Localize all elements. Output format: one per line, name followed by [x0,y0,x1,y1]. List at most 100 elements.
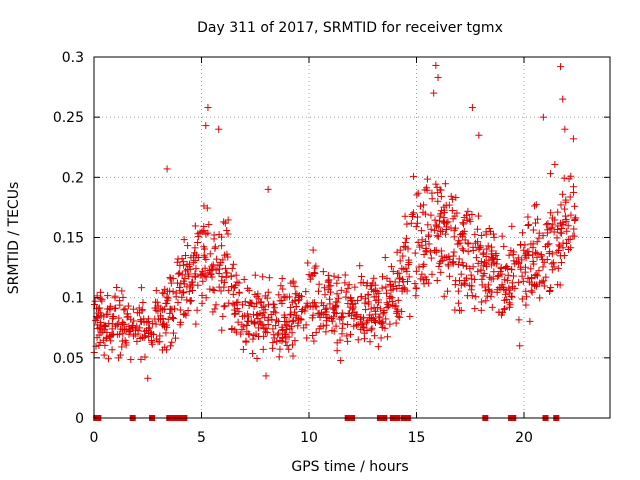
data-point [200,223,208,231]
data-point [187,297,195,305]
data-point [457,306,465,314]
data-point [519,277,527,285]
data-point [122,339,130,347]
data-point [382,315,390,323]
data-point [127,315,135,323]
data-point [326,300,334,308]
data-point [381,324,389,332]
data-point [277,282,285,290]
y-tick-label: 0.05 [53,351,84,367]
data-point [330,327,338,335]
data-point [336,336,344,344]
data-point [521,241,529,249]
data-point [357,293,365,301]
data-point [312,328,320,336]
data-point [493,255,501,263]
data-point [272,322,280,330]
data-point [569,135,577,143]
data-point [358,272,366,280]
data-point [468,292,476,300]
data-point [169,288,177,296]
data-point [504,264,512,272]
data-point [206,250,214,258]
data-point [201,245,209,253]
data-point [546,288,554,296]
data-point [164,315,172,323]
data-point [218,242,226,250]
data-point [453,209,461,217]
data-point [382,283,390,291]
data-point [269,339,277,347]
data-point [505,251,513,259]
data-point [303,334,311,342]
data-point [380,308,388,316]
data-point [423,186,431,194]
data-point [177,318,185,326]
data-point [411,249,419,257]
data-point [251,319,259,327]
data-point [188,286,196,294]
data-point [137,284,145,292]
data-point [315,280,323,288]
data-point [546,225,554,233]
data-point [316,313,324,321]
data-point [311,302,319,310]
data-point [191,256,199,264]
data-point [286,303,294,311]
data-point [337,357,345,365]
data-point [480,270,488,278]
data-point [192,265,200,273]
data-point [391,278,399,286]
data-point [477,258,485,266]
data-point [525,221,533,229]
data-point [306,275,314,283]
data-point [415,263,423,271]
data-point [186,297,194,305]
data-point [186,265,194,273]
data-point [133,322,141,330]
data-point [285,333,293,341]
data-point [210,235,218,243]
data-point [482,230,490,238]
data-point [353,311,361,319]
data-point [327,282,335,290]
data-point [198,299,206,307]
data-point [374,343,382,351]
data-point [191,222,199,230]
data-point [507,292,515,300]
data-point [389,282,397,290]
data-point [166,273,174,281]
data-point [91,297,99,305]
data-point [144,374,152,382]
data-point [376,313,384,321]
data-point [387,263,395,271]
data-point [101,322,109,330]
data-point [278,337,286,345]
data-point [570,225,578,233]
data-point [320,284,328,292]
data-point [544,241,552,249]
data-point [287,310,295,318]
data-point [464,207,472,215]
data-point [349,303,357,311]
data-point [203,204,211,212]
data-point [130,332,138,340]
data-point [451,224,459,232]
data-point [179,288,187,296]
data-point [379,310,387,318]
data-point [475,131,483,139]
data-point [199,277,207,285]
data-point [422,275,430,283]
data-point [510,248,518,256]
data-point [309,311,317,319]
data-point [311,270,319,278]
data-point [184,242,192,250]
data-point [309,246,317,254]
data-point [539,263,547,271]
data-point [278,275,286,283]
data-point [103,328,111,336]
plot-frame [93,56,611,419]
data-point [279,334,287,342]
data-point [220,283,228,291]
